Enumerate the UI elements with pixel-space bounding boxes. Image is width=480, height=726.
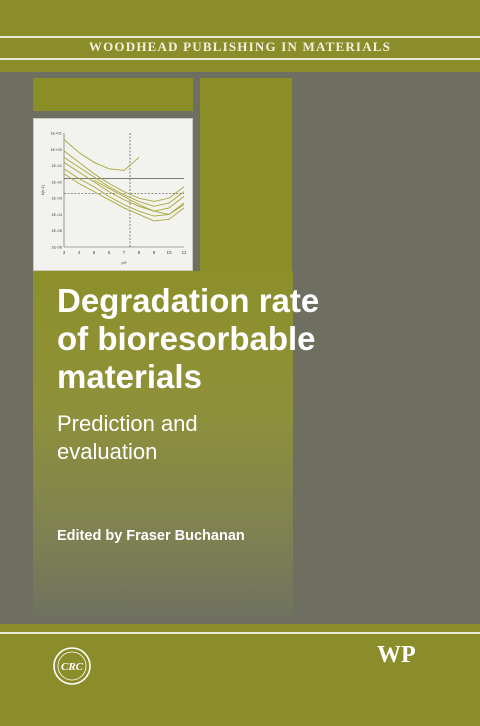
series-line: [63, 173, 185, 222]
series-line: [63, 161, 185, 212]
x-tick-label: 5: [93, 250, 96, 255]
crc-logo-text: CRC: [61, 661, 84, 673]
y-tick-label: 1E-04: [51, 212, 62, 217]
series-line: [63, 139, 140, 171]
cover-chart: 1E+01 1E+00 1E-01 1E-02 1E-03 1E-04 1E-05 1E-06…: [33, 118, 193, 271]
y-tick-label: 1E-02: [51, 179, 62, 184]
y-tick-label: 1E-05: [51, 228, 62, 233]
x-tick-label: 6: [108, 250, 111, 255]
editor-credit: Edited by Fraser Buchanan: [57, 528, 245, 544]
x-tick-label: 4: [78, 250, 81, 255]
y-tick-label: 1E-03: [51, 196, 62, 201]
book-subtitle: Prediction and evaluation: [57, 410, 357, 466]
x-tick-label: 10: [166, 250, 172, 255]
series-band: WOODHEAD PUBLISHING IN MATERIALS: [0, 0, 480, 72]
book-title: Degradation rate of bioresorbable materi…: [57, 282, 467, 396]
publisher-logo: WP: [377, 642, 416, 668]
title-column: [33, 271, 293, 616]
series-line: [63, 168, 185, 217]
series-line: [63, 157, 185, 207]
x-tick-label: 9: [153, 250, 156, 255]
publisher-band: CRC WP: [0, 624, 480, 726]
olive-panel-right: [200, 78, 292, 271]
crc-logo: CRC: [53, 647, 91, 685]
title-line: materials: [57, 358, 202, 395]
series-line: [63, 150, 185, 202]
title-line: of bioresorbable: [57, 320, 316, 357]
x-tick-label: 11: [182, 250, 187, 255]
olive-panel-top: [33, 78, 193, 111]
series-rule: [0, 58, 480, 60]
subtitle-line: Prediction and: [57, 411, 198, 436]
y-tick-label: 1E-01: [51, 163, 62, 168]
title-line: Degradation rate: [57, 282, 320, 319]
series-line: [93, 179, 185, 215]
top-gap: [0, 72, 480, 78]
y-tick-label: 1E+00: [50, 147, 62, 152]
y-tick-label: 1E+01: [50, 131, 62, 136]
chart-svg: 1E+01 1E+00 1E-01 1E-02 1E-03 1E-04 1E-05 1E-06…: [40, 131, 187, 266]
x-tick-label: 3: [63, 250, 66, 255]
top-rule: [0, 36, 480, 38]
subtitle-line: evaluation: [57, 439, 158, 464]
x-tick-label: 7: [123, 250, 126, 255]
series-label: WOODHEAD PUBLISHING IN MATERIALS: [88, 39, 392, 54]
x-tick-label: 8: [138, 250, 141, 255]
y-axis-label: k(h-1): [40, 184, 45, 195]
y-tick-label: 1E-06: [51, 245, 62, 250]
bottom-rule: [0, 632, 480, 634]
x-axis-label: pH: [121, 260, 126, 265]
